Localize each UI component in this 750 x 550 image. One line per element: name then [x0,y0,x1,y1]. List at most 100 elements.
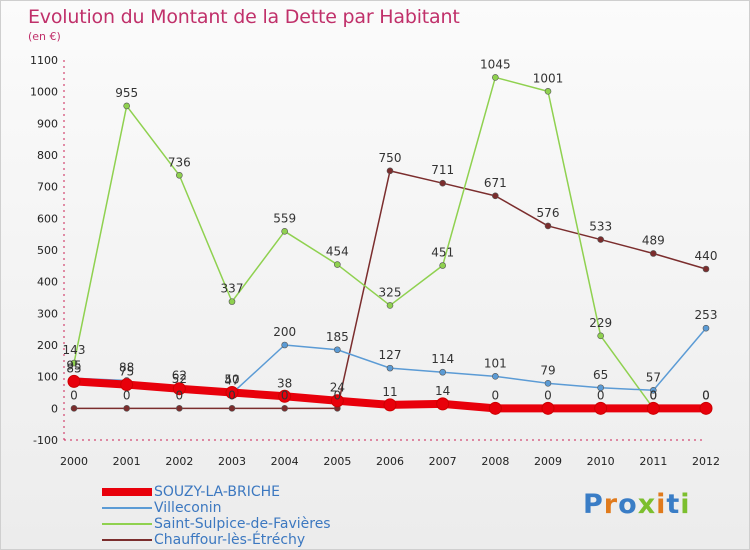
data-label: 57 [646,370,661,384]
legend-item: Villeconin [102,500,331,516]
data-point [439,262,446,269]
data-point [70,405,78,412]
data-label: 47 [224,373,239,387]
data-label: 325 [379,285,402,299]
data-point [646,401,660,415]
x-tick-label: 2012 [692,455,720,468]
logo-letter: i [680,489,691,520]
data-label: 736 [168,155,191,169]
data-label: 253 [695,308,718,322]
legend-swatch [102,539,152,541]
data-point [492,74,499,81]
data-label: 114 [431,352,454,366]
data-point [492,373,499,380]
data-point [597,236,604,243]
data-point [650,386,657,394]
data-point [383,398,397,412]
data-point [70,359,78,367]
data-point [281,341,288,349]
legend-label: Villeconin [154,500,222,516]
data-label: 0 [650,388,658,402]
data-label: 0 [702,388,710,402]
data-point [330,394,344,408]
data-point [594,401,608,415]
y-tick-label: 1000 [30,86,58,99]
y-tick-label: 300 [37,307,58,320]
logo-letter: r [603,489,619,520]
data-label: 229 [589,316,612,330]
data-point [228,298,236,305]
data-label: 95 [66,358,81,372]
data-label: 38 [277,376,292,390]
data-label: 75 [119,365,134,379]
data-point [650,250,657,257]
legend-item: Chauffour-lès-Étréchy [102,532,331,548]
data-label: 533 [589,220,612,234]
data-label: 1045 [480,57,511,71]
data-point [597,332,604,340]
x-tick-label: 2003 [218,455,246,468]
x-tick-label: 2009 [534,455,562,468]
x-tick-label: 2002 [165,455,193,468]
data-point [334,261,341,268]
data-label: 0 [702,388,710,402]
logo-letter: t [666,489,681,520]
y-tick-label: 400 [37,276,58,289]
data-label: 65 [593,368,608,382]
data-label: 955 [115,86,138,100]
data-label: 11 [382,385,397,399]
x-tick-label: 2010 [587,455,615,468]
legend-label: Saint-Sulpice-de-Favières [154,516,331,532]
x-tick-label: 2007 [429,455,457,468]
data-label: 0 [334,388,342,402]
data-point [176,405,183,412]
data-label: 85 [66,361,81,375]
data-point [281,228,288,235]
logo-letter: P [583,489,604,520]
data-point [67,374,81,388]
x-tick-label: 2005 [323,455,351,468]
y-tick-label: 700 [37,181,58,194]
y-tick-label: 900 [37,117,58,130]
data-point [120,378,134,392]
legend: SOUZY-LA-BRICHE Villeconin Saint-Sulpice-d… [102,484,331,548]
data-point [439,179,446,187]
data-point [699,401,713,415]
data-point [702,265,710,273]
y-tick-label: 800 [37,149,58,162]
data-label: 62 [172,369,187,383]
data-label: 576 [537,206,560,220]
data-point [123,102,130,110]
chart-subtitle: (en €) [28,30,61,43]
data-label: 489 [642,233,665,247]
data-label: 711 [431,163,454,177]
chart-title: Evolution du Montant de la Dette par Hab… [28,6,460,28]
y-tick-label: 100 [37,371,58,384]
data-label: 0 [650,388,658,402]
data-point [702,324,710,332]
data-label: 0 [123,388,131,402]
data-point [123,405,130,412]
y-tick-label: 600 [37,212,58,225]
data-label: 0 [228,388,236,402]
data-label: 454 [326,245,349,259]
logo-letter: x [637,489,657,520]
data-point [386,302,394,309]
data-point [488,401,502,415]
data-point [228,405,236,412]
data-label: 88 [119,360,134,374]
data-label: 671 [484,176,507,190]
legend-item: SOUZY-LA-BRICHE [102,484,331,500]
data-label: 200 [273,325,296,339]
data-point [278,389,292,403]
y-tick-label: 200 [37,339,58,352]
legend-label: Chauffour-lès-Étréchy [154,532,306,548]
data-label: 440 [695,249,718,263]
y-tick-label: 500 [37,244,58,257]
legend-label: SOUZY-LA-BRICHE [154,484,280,500]
data-point [544,88,552,95]
x-tick-label: 2008 [481,455,509,468]
data-label: 0 [492,388,500,402]
data-point [597,384,604,392]
